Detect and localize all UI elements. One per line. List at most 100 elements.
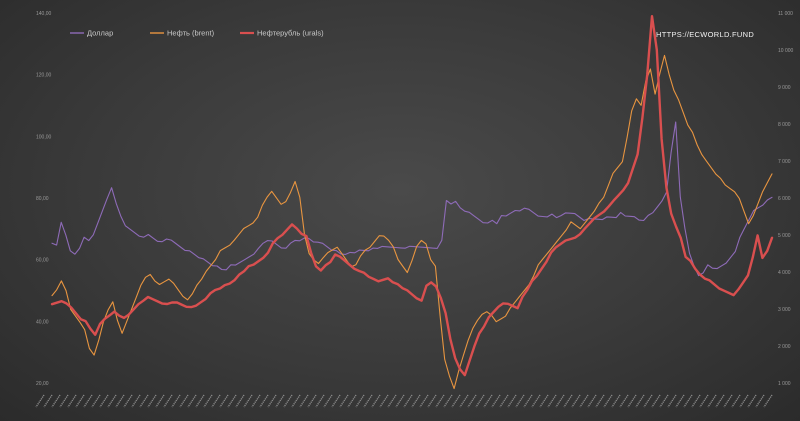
x-tick-label [739,394,749,408]
x-tick-label [83,394,93,408]
x-tick-label [603,394,613,408]
x-tick-label [219,394,229,408]
x-tick-label [155,394,165,408]
x-tick-label [595,394,605,408]
x-tick-label [139,394,149,408]
x-tick-label [315,394,325,408]
x-tick-label [115,394,125,408]
series-line-1 [51,54,773,390]
x-tick-label [395,394,405,408]
x-tick-label [235,394,245,408]
x-tick-label [755,394,765,408]
legend: Доллар Нефть (brent) Нефтерубль (urals) [70,29,324,38]
x-tick-label [339,394,349,408]
x-tick-label [387,394,397,408]
right-tick-label: 1 000 [778,381,791,387]
series-line-0 [51,121,773,277]
x-tick-label [507,394,517,408]
right-tick-label: 9 000 [778,85,791,91]
x-tick-label [427,394,437,408]
x-tick-label [67,394,77,408]
x-tick-label [579,394,589,408]
watermark-url: HTTPS://ECWORLD.FUND [656,30,754,39]
x-tick-label [99,394,109,408]
x-tick-label [539,394,549,408]
x-tick-label [627,394,637,408]
legend-label-1: Нефть (brent) [167,29,215,38]
x-tick-label [107,394,117,408]
x-tick-label [251,394,261,408]
x-tick-label [275,394,285,408]
x-tick-label [667,394,677,408]
x-tick-label [451,394,461,408]
series-layer [50,15,774,390]
x-tick-label [347,394,357,408]
x-tick-label [259,394,269,408]
right-tick-label: 5 000 [778,233,791,239]
x-tick-label [75,394,85,408]
x-tick-label [131,394,141,408]
x-tick-label [355,394,365,408]
x-tick-label [483,394,493,408]
x-tick-label [227,394,237,408]
right-tick-label: 8 000 [778,122,791,128]
x-tick-label [299,394,309,408]
x-tick-label [643,394,653,408]
x-tick-label [363,394,373,408]
x-tick-label [571,394,581,408]
x-tick-label [563,394,573,408]
x-tick-label [555,394,565,408]
left-tick-label: 40,00 [36,319,49,325]
x-tick-label [307,394,317,408]
x-tick-label [459,394,469,408]
x-tick-label [651,394,661,408]
x-tick-label [163,394,173,408]
x-tick-label [123,394,133,408]
x-tick-label [707,394,717,408]
right-tick-label: 10 000 [778,48,794,54]
x-tick-label [147,394,157,408]
x-tick-label [587,394,597,408]
x-tick-label [243,394,253,408]
x-tick-label [91,394,101,408]
x-tick-label [731,394,741,408]
x-tick-label [411,394,421,408]
x-tick-label [547,394,557,408]
x-tick-label [435,394,445,408]
x-tick-label [635,394,645,408]
x-tick-label [419,394,429,408]
x-tick-label [659,394,669,408]
x-tick-label [403,394,413,408]
series-line-2 [50,15,774,377]
x-tick-label [683,394,693,408]
x-tick-label [515,394,525,408]
x-tick-label [59,394,69,408]
right-tick-label: 11 000 [778,11,793,17]
left-tick-label: 120,00 [36,73,52,79]
x-tick-label [763,394,773,408]
x-tick-label [467,394,477,408]
x-tick-label [699,394,709,408]
x-tick-label [211,394,221,408]
x-tick-label [195,394,205,408]
right-tick-label: 3 000 [778,307,791,313]
right-tick-label: 7 000 [778,159,791,165]
left-tick-label: 100,00 [36,134,52,140]
x-tick-label [715,394,725,408]
x-tick-label [723,394,733,408]
x-tick-label [747,394,757,408]
right-tick-label: 6 000 [778,196,791,202]
x-tick-label [203,394,213,408]
x-tick-label [283,394,293,408]
x-tick-label [179,394,189,408]
left-tick-label: 80,00 [36,196,49,202]
right-tick-label: 2 000 [778,344,791,350]
x-tick-label [331,394,341,408]
x-tick-label [187,394,197,408]
x-tick-label [475,394,485,408]
x-tick-label [611,394,621,408]
x-tick-label [675,394,685,408]
x-tick-label [619,394,629,408]
x-tick-label [443,394,453,408]
